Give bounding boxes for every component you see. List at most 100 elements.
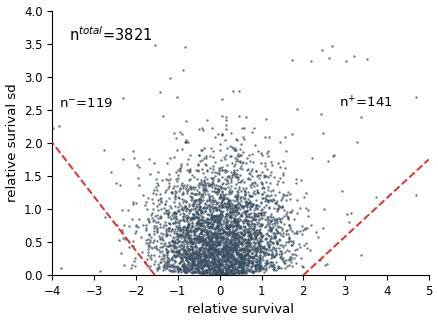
Point bbox=[192, 226, 199, 231]
Point bbox=[179, 249, 186, 254]
Point bbox=[200, 239, 207, 244]
Point bbox=[223, 177, 230, 182]
Point bbox=[174, 252, 181, 257]
Point bbox=[236, 226, 243, 231]
Point bbox=[192, 214, 199, 220]
Point bbox=[119, 207, 126, 212]
Point bbox=[199, 259, 206, 264]
Point bbox=[232, 244, 239, 249]
Point bbox=[244, 247, 251, 252]
Point bbox=[191, 238, 198, 243]
Point bbox=[233, 158, 240, 164]
Point bbox=[194, 264, 201, 269]
Point bbox=[237, 262, 244, 267]
Point bbox=[221, 245, 228, 251]
Point bbox=[189, 172, 196, 177]
Point bbox=[172, 135, 179, 140]
Point bbox=[224, 169, 231, 174]
Point bbox=[194, 268, 201, 273]
Point bbox=[245, 251, 252, 256]
Point bbox=[265, 251, 272, 257]
Point bbox=[220, 271, 227, 276]
Point bbox=[227, 247, 234, 252]
Point bbox=[201, 161, 208, 166]
Point bbox=[263, 197, 270, 202]
Point bbox=[212, 231, 219, 236]
Point bbox=[232, 262, 239, 267]
Point bbox=[206, 239, 213, 244]
Point bbox=[212, 261, 219, 267]
Point bbox=[178, 256, 185, 261]
Point bbox=[195, 236, 202, 241]
Point bbox=[343, 58, 350, 63]
Point bbox=[266, 262, 273, 268]
Point bbox=[160, 259, 167, 264]
Point bbox=[286, 210, 293, 215]
Point bbox=[225, 224, 232, 230]
Point bbox=[186, 228, 193, 233]
Point bbox=[224, 252, 231, 258]
Point bbox=[209, 208, 216, 213]
Point bbox=[256, 217, 263, 223]
Point bbox=[279, 245, 286, 250]
Point bbox=[282, 239, 289, 244]
Point bbox=[190, 244, 197, 250]
Point bbox=[238, 252, 245, 257]
Point bbox=[280, 207, 287, 212]
Point bbox=[232, 193, 239, 198]
Point bbox=[236, 269, 243, 274]
Point bbox=[283, 229, 290, 234]
Point bbox=[246, 253, 253, 258]
Point bbox=[195, 252, 202, 257]
Point bbox=[174, 264, 181, 269]
Point bbox=[193, 220, 200, 225]
Point bbox=[192, 250, 199, 255]
Point bbox=[200, 187, 207, 192]
Point bbox=[245, 221, 252, 226]
Point bbox=[181, 228, 188, 233]
Point bbox=[211, 267, 218, 272]
Point bbox=[184, 222, 191, 227]
Point bbox=[169, 248, 176, 253]
Point bbox=[206, 246, 213, 251]
Point bbox=[205, 245, 212, 250]
Point bbox=[176, 253, 183, 258]
Point bbox=[268, 229, 275, 234]
Point bbox=[184, 235, 191, 240]
Point bbox=[241, 253, 248, 258]
Point bbox=[252, 264, 259, 269]
Point bbox=[189, 258, 196, 263]
Point bbox=[165, 220, 172, 225]
Point bbox=[156, 196, 163, 202]
Point bbox=[207, 247, 214, 252]
Point bbox=[180, 233, 187, 239]
Point bbox=[184, 226, 191, 231]
Point bbox=[115, 238, 122, 243]
Point bbox=[211, 216, 218, 222]
Point bbox=[213, 232, 220, 237]
Point bbox=[247, 243, 254, 249]
Point bbox=[230, 246, 237, 251]
Point bbox=[237, 241, 244, 246]
Point bbox=[227, 251, 234, 257]
Point bbox=[211, 231, 218, 236]
Point bbox=[258, 151, 265, 156]
Point bbox=[173, 223, 180, 228]
Point bbox=[173, 210, 180, 215]
Point bbox=[225, 252, 232, 258]
Point bbox=[154, 246, 161, 251]
Point bbox=[233, 234, 240, 239]
Point bbox=[261, 172, 268, 177]
Point bbox=[216, 266, 223, 271]
Point bbox=[256, 242, 263, 247]
Point bbox=[205, 253, 212, 258]
Point bbox=[270, 205, 277, 210]
Point bbox=[198, 200, 205, 205]
Point bbox=[244, 199, 251, 204]
Point bbox=[217, 207, 224, 212]
Point bbox=[251, 241, 258, 246]
Point bbox=[114, 223, 121, 228]
Point bbox=[166, 244, 173, 249]
Point bbox=[227, 260, 234, 265]
X-axis label: relative survival: relative survival bbox=[187, 303, 294, 317]
